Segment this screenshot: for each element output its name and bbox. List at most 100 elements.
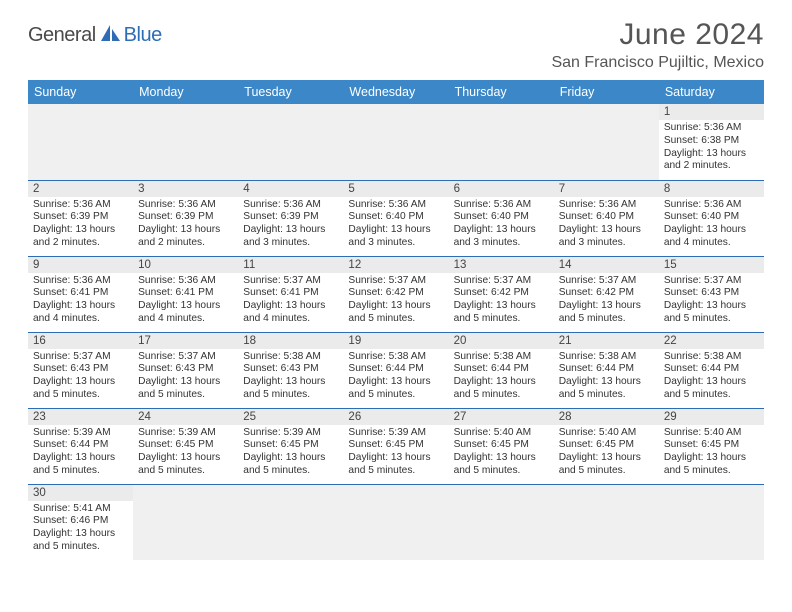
sunset-text: Sunset: 6:41 PM bbox=[243, 287, 338, 300]
day-number: 18 bbox=[238, 333, 343, 349]
sunset-text: Sunset: 6:45 PM bbox=[664, 439, 759, 452]
sunrise-text: Sunrise: 5:39 AM bbox=[33, 427, 128, 440]
day-info: Sunrise: 5:38 AMSunset: 6:44 PMDaylight:… bbox=[559, 351, 654, 402]
day-info: Sunrise: 5:38 AMSunset: 6:44 PMDaylight:… bbox=[348, 351, 443, 402]
sunrise-text: Sunrise: 5:39 AM bbox=[348, 427, 443, 440]
day-number: 10 bbox=[133, 257, 238, 273]
calendar-day-cell: 13Sunrise: 5:37 AMSunset: 6:42 PMDayligh… bbox=[449, 256, 554, 332]
calendar-day-cell bbox=[238, 104, 343, 180]
day-number: 8 bbox=[659, 181, 764, 197]
weekday-header: Monday bbox=[133, 80, 238, 104]
calendar-day-cell: 16Sunrise: 5:37 AMSunset: 6:43 PMDayligh… bbox=[28, 332, 133, 408]
sunrise-text: Sunrise: 5:40 AM bbox=[559, 427, 654, 440]
daylight-text: Daylight: 13 hours and 3 minutes. bbox=[348, 224, 443, 250]
day-info: Sunrise: 5:36 AMSunset: 6:39 PMDaylight:… bbox=[33, 199, 128, 250]
daylight-text: Daylight: 13 hours and 5 minutes. bbox=[348, 300, 443, 326]
logo-text-blue: Blue bbox=[124, 24, 162, 47]
day-info: Sunrise: 5:39 AMSunset: 6:44 PMDaylight:… bbox=[33, 427, 128, 478]
location: San Francisco Pujiltic, Mexico bbox=[551, 54, 764, 72]
daylight-text: Daylight: 13 hours and 5 minutes. bbox=[454, 452, 549, 478]
sunset-text: Sunset: 6:44 PM bbox=[33, 439, 128, 452]
calendar-day-cell bbox=[449, 484, 554, 560]
calendar-day-cell bbox=[133, 484, 238, 560]
day-number: 17 bbox=[133, 333, 238, 349]
calendar-day-cell: 3 Sunrise: 5:36 AMSunset: 6:39 PMDaylight… bbox=[133, 180, 238, 256]
daylight-text: Daylight: 13 hours and 5 minutes. bbox=[559, 452, 654, 478]
calendar-day-cell bbox=[133, 104, 238, 180]
calendar-week-row: 9Sunrise: 5:36 AMSunset: 6:41 PMDaylight… bbox=[28, 256, 764, 332]
sunset-text: Sunset: 6:40 PM bbox=[348, 211, 443, 224]
day-number: 14 bbox=[554, 257, 659, 273]
day-number: 3 bbox=[133, 181, 238, 197]
logo-text-general: General bbox=[28, 24, 96, 47]
sunrise-text: Sunrise: 5:38 AM bbox=[348, 351, 443, 364]
calendar-day-cell bbox=[343, 104, 448, 180]
calendar-day-cell: 11Sunrise: 5:37 AMSunset: 6:41 PMDayligh… bbox=[238, 256, 343, 332]
calendar-week-row: 30Sunrise: 5:41 AMSunset: 6:46 PMDayligh… bbox=[28, 484, 764, 560]
sunset-text: Sunset: 6:42 PM bbox=[348, 287, 443, 300]
calendar-day-cell: 26Sunrise: 5:39 AMSunset: 6:45 PMDayligh… bbox=[343, 408, 448, 484]
daylight-text: Daylight: 13 hours and 2 minutes. bbox=[138, 224, 233, 250]
sunrise-text: Sunrise: 5:37 AM bbox=[559, 275, 654, 288]
month-title: June 2024 bbox=[551, 18, 764, 52]
day-number: 26 bbox=[343, 409, 448, 425]
day-info: Sunrise: 5:38 AMSunset: 6:44 PMDaylight:… bbox=[454, 351, 549, 402]
day-info: Sunrise: 5:36 AMSunset: 6:38 PMDaylight:… bbox=[664, 122, 759, 173]
day-number: 28 bbox=[554, 409, 659, 425]
sunrise-text: Sunrise: 5:36 AM bbox=[454, 199, 549, 212]
calendar-day-cell: 28 Sunrise: 5:40 AMSunset: 6:45 PMDayligh… bbox=[554, 408, 659, 484]
sunset-text: Sunset: 6:45 PM bbox=[559, 439, 654, 452]
weekday-header-row: Sunday Monday Tuesday Wednesday Thursday… bbox=[28, 80, 764, 104]
daylight-text: Daylight: 13 hours and 5 minutes. bbox=[454, 376, 549, 402]
daylight-text: Daylight: 13 hours and 5 minutes. bbox=[664, 452, 759, 478]
calendar-day-cell: 27Sunrise: 5:40 AMSunset: 6:45 PMDayligh… bbox=[449, 408, 554, 484]
day-number: 22 bbox=[659, 333, 764, 349]
calendar-day-cell: 15Sunrise: 5:37 AMSunset: 6:43 PMDayligh… bbox=[659, 256, 764, 332]
sunset-text: Sunset: 6:45 PM bbox=[243, 439, 338, 452]
day-info: Sunrise: 5:37 AMSunset: 6:42 PMDaylight:… bbox=[454, 275, 549, 326]
sunset-text: Sunset: 6:43 PM bbox=[664, 287, 759, 300]
calendar-week-row: 23Sunrise: 5:39 AMSunset: 6:44 PMDayligh… bbox=[28, 408, 764, 484]
sunset-text: Sunset: 6:43 PM bbox=[33, 363, 128, 376]
weekday-header: Thursday bbox=[449, 80, 554, 104]
daylight-text: Daylight: 13 hours and 4 minutes. bbox=[664, 224, 759, 250]
sunset-text: Sunset: 6:38 PM bbox=[664, 135, 759, 148]
logo-sail-icon bbox=[100, 24, 122, 47]
logo: General Blue bbox=[28, 18, 162, 47]
day-info: Sunrise: 5:36 AMSunset: 6:40 PMDaylight:… bbox=[348, 199, 443, 250]
sunrise-text: Sunrise: 5:39 AM bbox=[243, 427, 338, 440]
day-number: 29 bbox=[659, 409, 764, 425]
calendar-day-cell bbox=[659, 484, 764, 560]
header: General Blue June 2024 San Francisco Puj… bbox=[28, 18, 764, 72]
sunset-text: Sunset: 6:40 PM bbox=[559, 211, 654, 224]
day-info: Sunrise: 5:40 AMSunset: 6:45 PMDaylight:… bbox=[664, 427, 759, 478]
sunset-text: Sunset: 6:44 PM bbox=[559, 363, 654, 376]
daylight-text: Daylight: 13 hours and 2 minutes. bbox=[33, 224, 128, 250]
sunset-text: Sunset: 6:39 PM bbox=[138, 211, 233, 224]
day-number: 4 bbox=[238, 181, 343, 197]
calendar-day-cell: 17 Sunrise: 5:37 AMSunset: 6:43 PMDayligh… bbox=[133, 332, 238, 408]
sunset-text: Sunset: 6:45 PM bbox=[454, 439, 549, 452]
calendar-day-cell: 6Sunrise: 5:36 AMSunset: 6:40 PMDaylight… bbox=[449, 180, 554, 256]
day-info: Sunrise: 5:37 AMSunset: 6:43 PMDaylight:… bbox=[664, 275, 759, 326]
day-info: Sunrise: 5:36 AMSunset: 6:39 PMDaylight:… bbox=[243, 199, 338, 250]
calendar-day-cell: 22 Sunrise: 5:38 AMSunset: 6:44 PMDayligh… bbox=[659, 332, 764, 408]
day-info: Sunrise: 5:38 AMSunset: 6:44 PMDaylight:… bbox=[664, 351, 759, 402]
sunset-text: Sunset: 6:39 PM bbox=[33, 211, 128, 224]
sunset-text: Sunset: 6:46 PM bbox=[33, 515, 128, 528]
sunrise-text: Sunrise: 5:36 AM bbox=[664, 199, 759, 212]
day-info: Sunrise: 5:37 AMSunset: 6:43 PMDaylight:… bbox=[138, 351, 233, 402]
day-info: Sunrise: 5:36 AMSunset: 6:40 PMDaylight:… bbox=[559, 199, 654, 250]
sunrise-text: Sunrise: 5:36 AM bbox=[664, 122, 759, 135]
calendar-day-cell bbox=[28, 104, 133, 180]
sunrise-text: Sunrise: 5:38 AM bbox=[559, 351, 654, 364]
sunrise-text: Sunrise: 5:36 AM bbox=[138, 199, 233, 212]
calendar-day-cell bbox=[449, 104, 554, 180]
day-info: Sunrise: 5:37 AMSunset: 6:42 PMDaylight:… bbox=[559, 275, 654, 326]
day-info: Sunrise: 5:36 AMSunset: 6:40 PMDaylight:… bbox=[664, 199, 759, 250]
day-info: Sunrise: 5:37 AMSunset: 6:43 PMDaylight:… bbox=[33, 351, 128, 402]
calendar-day-cell: 12Sunrise: 5:37 AMSunset: 6:42 PMDayligh… bbox=[343, 256, 448, 332]
calendar-day-cell bbox=[554, 484, 659, 560]
calendar-day-cell bbox=[238, 484, 343, 560]
day-number: 6 bbox=[449, 181, 554, 197]
